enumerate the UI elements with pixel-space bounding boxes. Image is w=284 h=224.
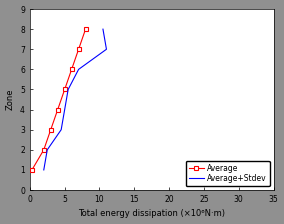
Average — [70, 68, 73, 71]
Line: Average: Average — [30, 27, 88, 172]
Average+Stdev — [105, 48, 108, 51]
Point — [115, 68, 119, 71]
Legend: Average, Average+Stdev: Average, Average+Stdev — [186, 161, 270, 186]
Average — [30, 169, 34, 171]
Point — [237, 47, 241, 51]
Average — [49, 128, 53, 131]
Point — [87, 47, 91, 51]
Point — [69, 148, 74, 152]
Point — [243, 68, 248, 71]
Line: Average+Stdev: Average+Stdev — [44, 29, 106, 170]
Point — [80, 68, 84, 71]
Point — [30, 27, 34, 31]
Point — [66, 88, 70, 91]
Point — [202, 47, 206, 51]
Point — [104, 47, 109, 51]
Average — [56, 108, 59, 111]
Average — [84, 28, 87, 30]
Point — [160, 27, 164, 31]
Average+Stdev — [101, 28, 105, 30]
Point — [31, 88, 36, 91]
Point — [31, 27, 36, 31]
Point — [35, 47, 39, 51]
Average — [42, 149, 45, 151]
Point — [76, 47, 81, 51]
Point — [52, 128, 57, 131]
Average+Stdev — [45, 149, 49, 151]
Point — [30, 88, 34, 91]
Point — [41, 108, 46, 111]
Point — [38, 47, 43, 51]
Point — [41, 108, 46, 111]
Point — [97, 68, 102, 71]
Point — [118, 27, 123, 31]
Y-axis label: Zone: Zone — [6, 89, 14, 110]
Point — [31, 68, 36, 71]
Point — [167, 68, 171, 71]
X-axis label: Total energy dissipation (×10⁶N·m): Total energy dissipation (×10⁶N·m) — [78, 209, 225, 218]
Average+Stdev — [66, 88, 70, 91]
Average+Stdev — [42, 169, 45, 171]
Average+Stdev — [63, 108, 66, 111]
Average — [63, 88, 66, 91]
Average — [77, 48, 80, 51]
Point — [184, 27, 189, 31]
Average+Stdev — [59, 128, 63, 131]
Average+Stdev — [77, 68, 80, 71]
Point — [73, 68, 77, 71]
Point — [38, 88, 43, 91]
Point — [33, 88, 38, 91]
